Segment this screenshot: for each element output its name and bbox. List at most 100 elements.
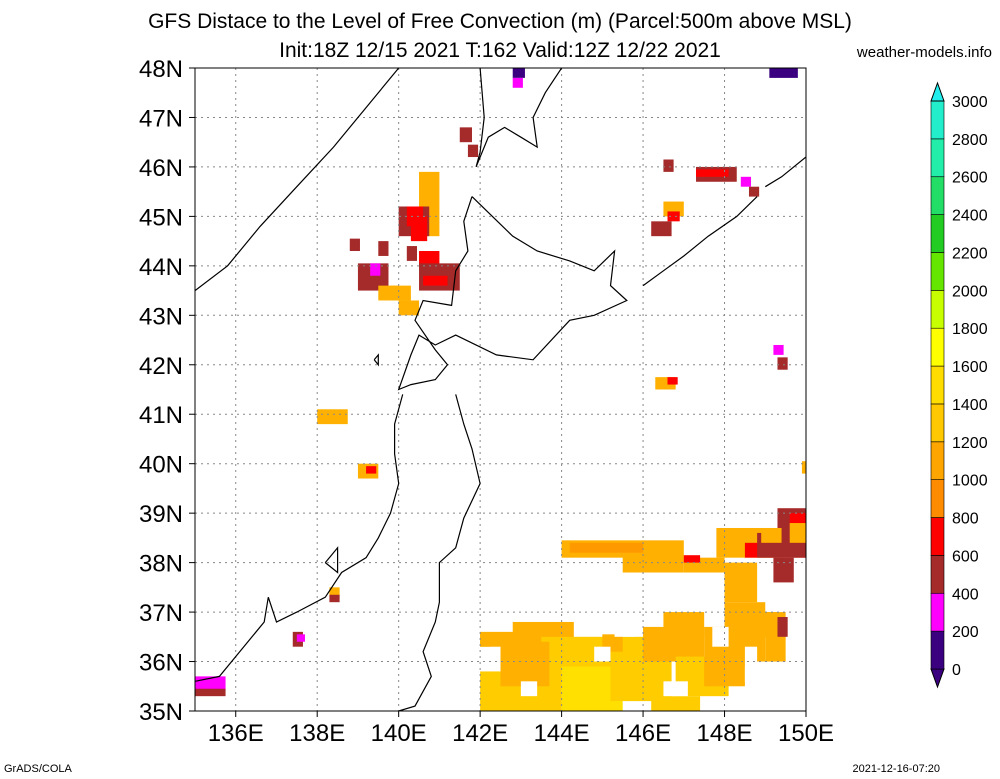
colorbar-segment	[930, 252, 945, 291]
lon-label-136E: 136E	[208, 720, 264, 747]
colorbar-segment	[930, 403, 945, 443]
field-cell	[329, 587, 340, 598]
lon-label-150E: 150E	[778, 720, 834, 747]
colorbar-label-1400: 1400	[952, 397, 988, 414]
colorbar-label-2600: 2600	[952, 170, 988, 187]
coastline-layer	[195, 68, 806, 711]
field-cell	[777, 357, 788, 370]
field-cell	[419, 251, 440, 266]
field-cell	[663, 159, 674, 172]
field-cell	[740, 176, 752, 187]
field-cell	[195, 688, 226, 697]
field-cell	[390, 285, 411, 301]
field-cell	[696, 169, 729, 177]
axis-ticks	[189, 67, 807, 717]
lat-label-38N: 38N	[139, 551, 183, 578]
colorbar-segment	[930, 100, 945, 140]
field-cell	[651, 221, 672, 237]
lat-label-42N: 42N	[139, 353, 183, 380]
field-gap	[663, 681, 688, 697]
field-cell	[622, 555, 684, 573]
site-credit: weather-models.info	[856, 44, 992, 61]
coastline	[397, 196, 628, 391]
colorbar-label-1200: 1200	[952, 435, 988, 452]
lat-label-37N: 37N	[139, 600, 183, 627]
field-cell	[663, 612, 705, 637]
field-gap	[744, 646, 758, 662]
coastline	[324, 546, 339, 574]
field-cell	[410, 216, 428, 242]
colorbar-segment	[930, 176, 945, 215]
field-cell	[329, 594, 340, 603]
latitude-labels: 35N 36N 37N 38N 39N 40N 41N 42N 43N 44N 45N 46N 47N 4…	[139, 56, 183, 726]
field-cell	[724, 562, 758, 603]
field-cell	[683, 555, 701, 563]
lat-label-47N: 47N	[139, 105, 183, 132]
field-cell	[789, 523, 806, 543]
field-gap	[614, 621, 635, 637]
colorbar-segment	[930, 479, 945, 518]
field-gap	[520, 681, 538, 697]
footer-right: 2021-12-16-07:20	[852, 763, 940, 775]
footer-left: GrADS/COLA	[4, 763, 72, 775]
field-cell	[569, 542, 644, 553]
coastline	[195, 68, 400, 292]
field-gap	[594, 646, 611, 662]
field-cell	[748, 186, 760, 197]
field-layer	[195, 68, 806, 711]
field-cell	[512, 68, 525, 78]
colorbar-triangle-high	[930, 81, 945, 102]
chart-title: GFS Distace to the Level of Free Convect…	[148, 10, 852, 33]
colorbar-segment	[930, 517, 945, 556]
lat-label-43N: 43N	[139, 303, 183, 330]
field-cell	[773, 557, 794, 583]
coastline	[764, 156, 806, 188]
lat-label-35N: 35N	[139, 699, 183, 726]
lon-label-144E: 144E	[534, 720, 590, 747]
colorbar-segment	[930, 290, 945, 329]
colorbar-label-3000: 3000	[952, 94, 988, 111]
colorbar-label-600: 600	[952, 548, 979, 565]
field-cell	[423, 275, 448, 286]
colorbar-segment	[930, 327, 945, 367]
field-cell	[366, 466, 377, 474]
field-cell	[459, 127, 472, 143]
colorbar: 0 200 400 600 800 1000 1200 1400 1600 1800 2000 220…	[930, 81, 988, 689]
field-cell	[296, 634, 305, 642]
colorbar-segment	[930, 441, 945, 480]
field-cell	[757, 612, 778, 637]
colorbar-label-1000: 1000	[952, 473, 988, 490]
field-cell	[512, 77, 523, 88]
coastline	[475, 68, 563, 168]
colorbar-triangle-low	[930, 668, 945, 689]
colorbar-label-1600: 1600	[952, 359, 988, 376]
colorbar-label-200: 200	[952, 624, 979, 641]
field-cell	[769, 68, 798, 78]
field-cell	[467, 144, 479, 158]
lat-label-36N: 36N	[139, 650, 183, 677]
lon-label-140E: 140E	[371, 720, 427, 747]
colorbar-segment	[930, 555, 945, 594]
field-cell	[773, 344, 784, 355]
colorbar-label-0: 0	[952, 662, 961, 679]
field-cell	[370, 263, 381, 276]
map-frame	[194, 67, 807, 712]
field-gap	[744, 666, 766, 682]
lon-label-138E: 138E	[289, 720, 345, 747]
field-cell	[667, 211, 680, 222]
colorbar-segment	[930, 138, 945, 178]
field-cell	[317, 409, 348, 425]
lat-label-40N: 40N	[139, 452, 183, 479]
field-cell	[651, 696, 701, 711]
field-cell	[667, 377, 678, 385]
lon-label-146E: 146E	[615, 720, 671, 747]
grid-layer	[195, 68, 806, 711]
field-cell	[406, 246, 417, 261]
colorbar-segment	[930, 214, 945, 253]
chart-subtitle: Init:18Z 12/15 2021 T:162 Valid:12Z 12/2…	[279, 39, 721, 62]
coastline	[195, 394, 404, 682]
field-cell	[398, 300, 420, 316]
colorbar-segment	[930, 365, 945, 405]
colorbar-segment	[930, 630, 945, 670]
